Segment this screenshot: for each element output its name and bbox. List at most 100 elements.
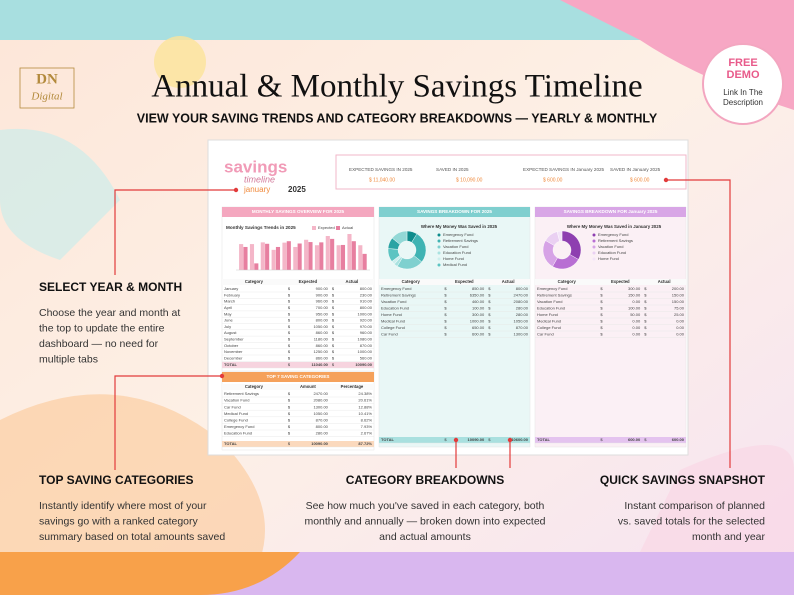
cell: 600.00 — [672, 437, 685, 442]
panel-title-bar — [535, 207, 686, 217]
column-header: Expected — [299, 279, 318, 284]
summary-label: EXPECTED SAVINGS IN January 2025 — [523, 167, 605, 172]
cell: January — [224, 286, 238, 291]
cell: TOTAL — [224, 441, 238, 446]
cell: 280.00 — [516, 312, 529, 317]
cell: 870.00 — [360, 343, 373, 348]
chart-title: Where My Money Was Saved in January 2025 — [567, 224, 662, 229]
currency: $ — [644, 437, 647, 442]
cell: 0.00 — [632, 299, 641, 304]
cell: June — [224, 318, 233, 323]
legend-swatch — [437, 263, 441, 267]
currency: $ — [444, 325, 447, 330]
cell: Home Fund — [537, 312, 558, 317]
currency: $ — [644, 325, 647, 330]
currency: $ — [488, 319, 491, 324]
column-header: Category — [245, 279, 264, 284]
cell: 0.00 — [676, 332, 685, 337]
summary-value: $ 600.00 — [543, 177, 563, 183]
currency: $ — [644, 299, 647, 304]
cell: 75.00 — [674, 306, 685, 311]
bar — [325, 236, 330, 270]
currency: $ — [288, 286, 291, 291]
cell: 150.00 — [628, 293, 641, 298]
cell: Retirement Savings — [381, 293, 416, 298]
cell: 300.00 — [628, 286, 641, 291]
currency: $ — [288, 318, 291, 323]
legend-swatch — [437, 251, 441, 255]
currency: $ — [600, 299, 603, 304]
currency: $ — [444, 293, 447, 298]
summary-label: SAVED IN January 2025 — [610, 167, 661, 172]
cell: 2080.00 — [313, 398, 328, 403]
cell: 850.00 — [472, 286, 485, 291]
subtitle: VIEW YOUR SAVING TRENDS AND CATEGORY BRE… — [137, 111, 658, 125]
cell: 870.00 — [316, 417, 329, 422]
currency: $ — [332, 286, 335, 291]
cell: 0.00 — [632, 332, 641, 337]
currency: $ — [644, 306, 647, 311]
callout-text: multiple tabs — [39, 353, 98, 365]
cell: March — [224, 299, 235, 304]
callout-heading: TOP SAVING CATEGORIES — [39, 473, 193, 487]
panel — [378, 206, 531, 448]
bar — [351, 241, 356, 270]
callout-text: summary based on total amounts saved — [39, 531, 225, 543]
column-header: Expected — [611, 279, 630, 284]
callout-heading: CATEGORY BREAKDOWNS — [346, 473, 504, 487]
cell: 24.38% — [358, 391, 372, 396]
currency: $ — [288, 391, 291, 396]
cell: 560.00 — [360, 355, 373, 360]
cell: 2.67% — [361, 431, 373, 436]
cell: 900.00 — [316, 292, 329, 297]
bar — [265, 243, 270, 270]
cell: 2470.00 — [313, 391, 328, 396]
currency: $ — [288, 305, 291, 310]
column-header: Actual — [346, 279, 359, 284]
bar — [314, 245, 320, 270]
panel-title-bar — [222, 372, 374, 382]
legend-label: Vacation Fund — [598, 244, 624, 249]
cell: 1300.00 — [514, 332, 529, 337]
cell: 87.72% — [358, 441, 372, 446]
currency: $ — [288, 417, 291, 422]
column-header: Category — [558, 279, 577, 284]
currency: $ — [288, 411, 291, 416]
cell: 280.00 — [316, 431, 329, 436]
legend-label: Education Fund — [598, 250, 626, 255]
currency: $ — [444, 299, 447, 304]
month-select: january — [243, 185, 270, 194]
cell: Medical Fund — [224, 411, 248, 416]
legend-label: Retirement Savings — [598, 238, 633, 243]
currency: $ — [600, 293, 603, 298]
chart-title: Monthly Savings Trends in 2025 — [226, 225, 296, 230]
cell: 860.00 — [316, 330, 329, 335]
currency: $ — [332, 349, 335, 354]
cell: 10090.00 — [468, 437, 485, 442]
legend-label: Actual — [342, 225, 353, 230]
currency: $ — [644, 312, 647, 317]
summary-label: EXPECTED SAVINGS IN 2025 — [349, 167, 413, 172]
cell: 960.00 — [360, 330, 373, 335]
cell: 100.00 — [628, 306, 641, 311]
currency: $ — [488, 293, 491, 298]
currency: $ — [600, 319, 603, 324]
cell: 300.00 — [472, 312, 485, 317]
bar — [271, 249, 276, 270]
year-select: 2025 — [288, 185, 306, 194]
currency: $ — [444, 319, 447, 324]
cell: 920.00 — [360, 318, 373, 323]
legend-swatch — [592, 233, 596, 237]
table-header — [222, 384, 374, 390]
cell: 950.00 — [316, 311, 329, 316]
column-header: Actual — [658, 279, 671, 284]
cell: 10090.00 — [311, 441, 328, 446]
cell: 0.00 — [632, 325, 641, 330]
legend-swatch — [592, 257, 596, 261]
cell: 960.00 — [316, 299, 329, 304]
cell: 10600.00 — [511, 437, 528, 442]
panel — [534, 206, 687, 448]
cell: 800.00 — [316, 424, 329, 429]
total-bar — [222, 362, 374, 368]
cell: 1050.00 — [313, 324, 328, 329]
